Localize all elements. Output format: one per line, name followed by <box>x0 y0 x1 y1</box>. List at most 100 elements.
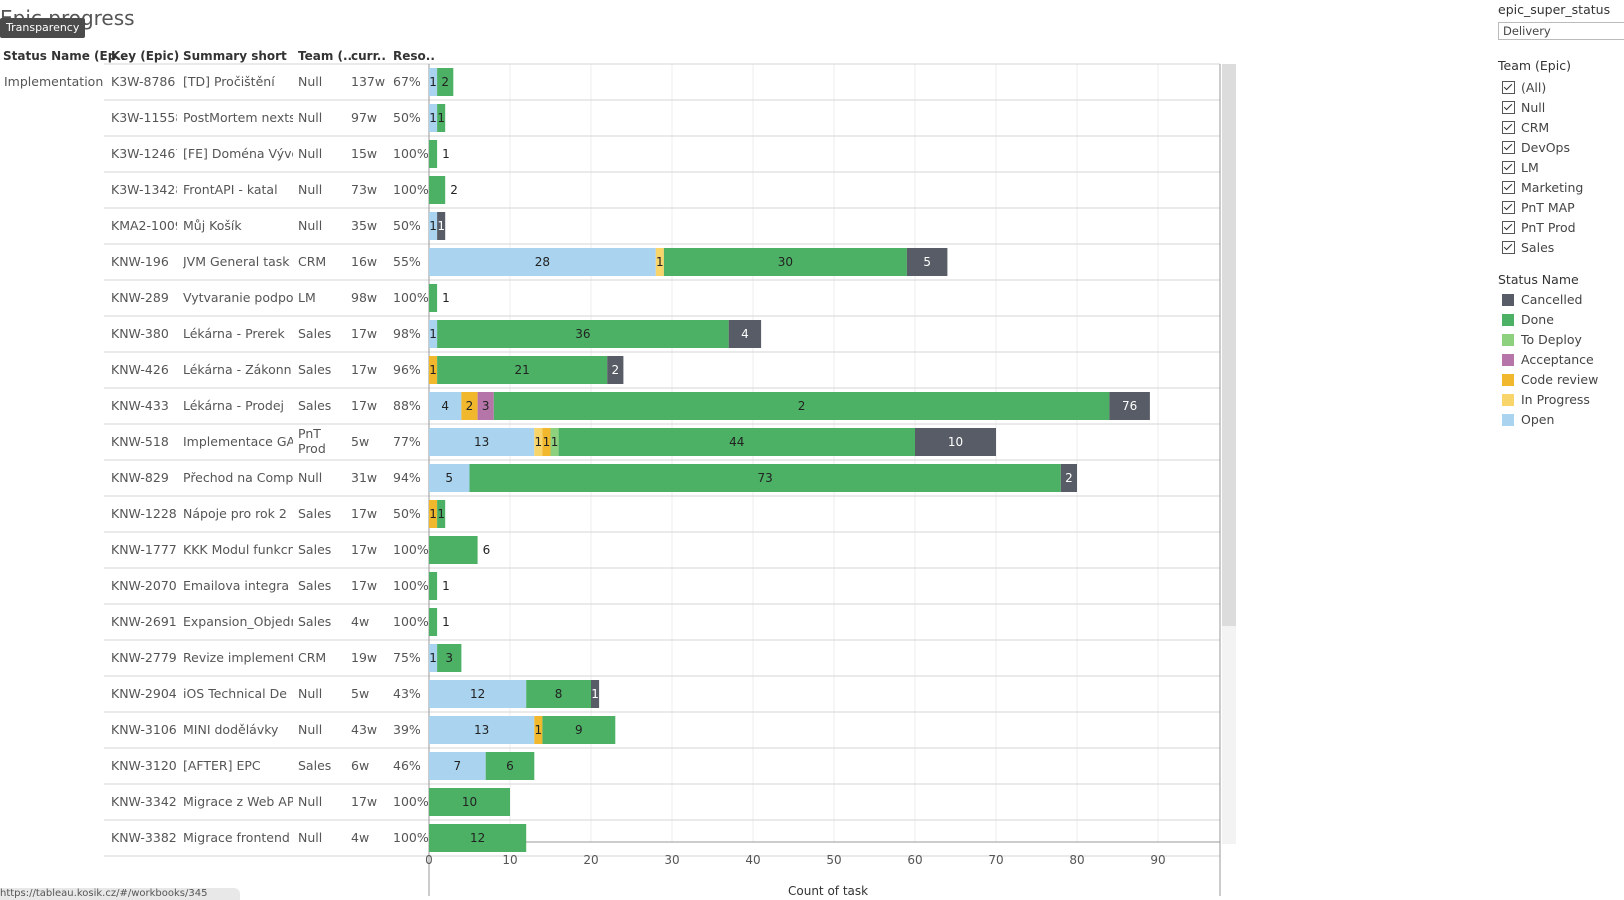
team-filter-option[interactable]: PnT Prod <box>1502 220 1576 235</box>
row-summary: Přechod na Compo <box>183 470 293 485</box>
bar-segment <box>906 248 948 276</box>
team-filter-option[interactable]: (All) <box>1502 80 1546 95</box>
checkbox-checked-icon[interactable] <box>1502 81 1515 94</box>
row-team: Null <box>298 218 323 233</box>
data-label: 1 <box>656 255 664 269</box>
row-key: K3W-12467 <box>111 146 177 161</box>
row-reso: 88% <box>393 398 421 413</box>
row-summary: FrontAPI - katal <box>183 182 278 197</box>
bar-segment <box>429 356 438 384</box>
data-label: 1 <box>442 291 450 305</box>
legend-swatch <box>1502 354 1514 366</box>
bar-segment <box>429 428 535 456</box>
row-curr: 4w <box>351 830 370 845</box>
row-reso: 100% <box>393 578 429 593</box>
team-filter-option[interactable]: CRM <box>1502 120 1549 135</box>
vertical-scrollbar[interactable] <box>1222 64 1236 844</box>
header-summary[interactable]: Summary short <box>183 49 287 63</box>
bar-segment <box>437 320 729 348</box>
team-filter-option[interactable]: PnT MAP <box>1502 200 1575 215</box>
row-reso: 39% <box>393 722 421 737</box>
checkbox-checked-icon[interactable] <box>1502 121 1515 134</box>
legend-item[interactable]: In Progress <box>1502 392 1590 407</box>
legend-swatch <box>1502 334 1514 346</box>
header-status-name[interactable]: Status Name (Ep.. <box>3 49 126 63</box>
row-summary: iOS Technical De <box>183 686 287 701</box>
row-curr: 4w <box>351 614 370 629</box>
checkbox-checked-icon[interactable] <box>1502 221 1515 234</box>
x-tick-label: 40 <box>745 853 760 867</box>
header-team[interactable]: Team (.. <box>298 49 353 63</box>
row-reso: 100% <box>393 794 429 809</box>
row-reso: 100% <box>393 542 429 557</box>
row-key: KNW-380 <box>111 326 169 341</box>
legend-swatch <box>1502 394 1514 406</box>
row-reso: 50% <box>393 110 421 125</box>
data-label: 6 <box>483 543 491 557</box>
team-filter-option[interactable]: Marketing <box>1502 180 1583 195</box>
row-curr: 15w <box>351 146 378 161</box>
row-team: CRM <box>298 650 327 665</box>
row-team: Null <box>298 74 323 89</box>
checkbox-checked-icon[interactable] <box>1502 181 1515 194</box>
row-team: Sales <box>298 326 332 341</box>
row-curr: 19w <box>351 650 378 665</box>
checkbox-checked-icon[interactable] <box>1502 141 1515 154</box>
data-label: 1 <box>551 435 559 449</box>
legend-item[interactable]: Acceptance <box>1502 352 1594 367</box>
row-team: Sales <box>298 578 332 593</box>
bar-segment <box>1109 392 1150 420</box>
row-curr: 98w <box>351 290 378 305</box>
row-key: K3W-11558 <box>111 110 177 125</box>
row-reso: 100% <box>393 290 429 305</box>
team-filter-option[interactable]: Null <box>1502 100 1545 115</box>
legend-item[interactable]: Open <box>1502 412 1554 427</box>
scrollbar-thumb[interactable] <box>1222 64 1236 626</box>
legend-item[interactable]: Cancelled <box>1502 292 1582 307</box>
checkbox-checked-icon[interactable] <box>1502 101 1515 114</box>
bar-segment <box>469 464 1061 492</box>
row-curr: 5w <box>351 434 370 449</box>
bar-segment <box>429 788 510 816</box>
header-key[interactable]: Key (Epic) <box>111 49 180 63</box>
bar-segment <box>437 212 446 240</box>
bar-segment <box>534 428 543 456</box>
row-summary: JVM General task <box>183 254 290 269</box>
bar-segment <box>429 500 438 528</box>
super-status-dropdown[interactable]: Delivery <box>1498 22 1624 40</box>
bar-segment <box>429 572 438 600</box>
row-curr: 17w <box>351 794 378 809</box>
bar-segment <box>526 680 591 708</box>
row-curr: 17w <box>351 578 378 593</box>
checkbox-checked-icon[interactable] <box>1502 161 1515 174</box>
bar-segment <box>429 284 438 312</box>
bar-segment <box>550 428 559 456</box>
legend-label: Cancelled <box>1521 292 1583 307</box>
team-filter-label: LM <box>1521 160 1539 175</box>
row-team: PnT Prod <box>298 426 326 456</box>
header-curr[interactable]: curr.. <box>351 49 386 63</box>
team-filter-label: PnT MAP <box>1521 200 1575 215</box>
row-reso: 100% <box>393 146 429 161</box>
data-label: 10 <box>462 795 477 809</box>
data-label: 76 <box>1122 399 1137 413</box>
checkbox-checked-icon[interactable] <box>1502 201 1515 214</box>
row-reso: 100% <box>393 182 429 197</box>
team-filter-option[interactable]: Sales <box>1502 240 1554 255</box>
legend-item[interactable]: Done <box>1502 312 1554 327</box>
team-filter-option[interactable]: LM <box>1502 160 1539 175</box>
row-team: Null <box>298 146 323 161</box>
data-label: 10 <box>948 435 963 449</box>
x-tick-label: 60 <box>907 853 922 867</box>
header-reso[interactable]: Reso.. <box>393 49 435 63</box>
data-label: 3 <box>482 399 490 413</box>
row-curr: 17w <box>351 542 378 557</box>
team-filter-option[interactable]: DevOps <box>1502 140 1570 155</box>
team-filter-title: Team (Epic) <box>1498 58 1571 73</box>
legend-item[interactable]: To Deploy <box>1502 332 1582 347</box>
bar-segment <box>429 716 535 744</box>
row-key: KNW-3120 <box>111 758 177 773</box>
checkbox-checked-icon[interactable] <box>1502 241 1515 254</box>
legend-item[interactable]: Code review <box>1502 372 1598 387</box>
data-label: 12 <box>470 687 485 701</box>
